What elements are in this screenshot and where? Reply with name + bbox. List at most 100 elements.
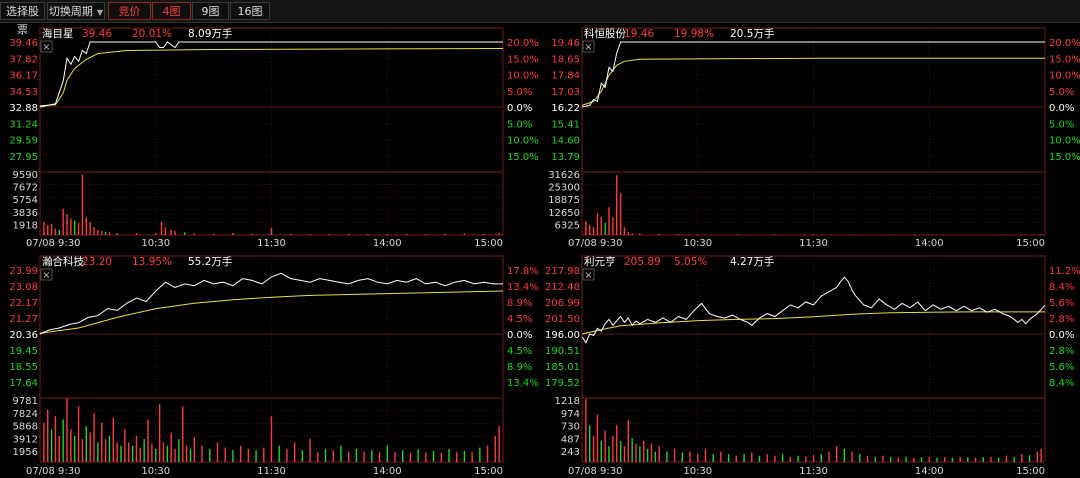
- time-tick-label: 11:30: [257, 466, 286, 477]
- stock-name: 瀚合科技: [42, 255, 84, 268]
- close-icon: ×: [584, 270, 592, 281]
- price-tick-label: 23.08: [9, 282, 38, 293]
- stock-panel-2: 19.46 18.65 17.84 17.03 16.22 15.41 14.60 13.79…: [548, 27, 1080, 249]
- switch-period-dropdown[interactable]: 切换周期 ▼: [47, 2, 105, 20]
- time-tick-label: 15:00: [474, 466, 503, 477]
- pct-tick-label: 11.2%: [1049, 266, 1080, 277]
- price-tick-label: 23.99: [9, 266, 38, 277]
- pct-tick-label: 4.5%: [507, 346, 532, 357]
- pct-tick-label: 15.0%: [1049, 152, 1080, 163]
- pct-tick-label: 8.4%: [1049, 282, 1074, 293]
- volume-tick-label: 3912: [13, 434, 38, 445]
- view-9-button[interactable]: 9图: [192, 2, 229, 20]
- stock-name: 科恒股份: [584, 27, 626, 40]
- close-icon: ×: [42, 42, 50, 53]
- volume-tick-label: 5754: [13, 195, 38, 206]
- close-icon: [40, 40, 53, 53]
- pct-tick-label: 15.0%: [507, 152, 539, 163]
- stock-panel-4: 217.98 212.48 206.99 201.50 196.00 190.51 185.…: [545, 255, 1080, 477]
- price-tick-label: 190.51: [545, 346, 580, 357]
- stock-price: 19.46: [624, 28, 654, 40]
- stock-panel-3: 23.99 23.08 22.17 21.27 20.36 19.45 18.55 17.64…: [9, 255, 538, 477]
- view-16-button[interactable]: 16图: [230, 2, 270, 20]
- pct-tick-label: 8.9%: [507, 362, 532, 373]
- auction-button[interactable]: 竞价: [108, 2, 151, 20]
- time-tick-label: 14:00: [373, 238, 402, 249]
- select-stock-button[interactable]: 选择股票: [0, 2, 45, 36]
- volume-tick-label: 7672: [13, 183, 38, 194]
- price-line: [39, 272, 503, 335]
- time-tick-label: 10:30: [141, 466, 170, 477]
- pct-tick-label: 10.0%: [507, 136, 539, 147]
- time-tick-label: 11:30: [799, 238, 828, 249]
- stock-volume: 4.27万手: [730, 255, 774, 268]
- volume-tick-label: 974: [561, 409, 580, 420]
- time-tick-label: 9:30: [600, 238, 622, 249]
- stock-change: 5.05%: [674, 256, 707, 268]
- price-tick-label: 16.22: [551, 103, 580, 114]
- stock-name: 海目星: [42, 27, 74, 40]
- volume-tick-label: 7824: [13, 409, 38, 420]
- average-price-line: [39, 48, 504, 107]
- stock-panel-1: 39.46 37.82 36.17 34.53 32.88 31.24 29.59 27.95…: [9, 27, 538, 249]
- pct-tick-label: 5.6%: [1049, 298, 1074, 309]
- volume-tick-label: 5868: [13, 422, 38, 433]
- close-icon: [40, 268, 53, 281]
- price-tick-label: 13.79: [551, 152, 580, 163]
- pct-tick-label: 8.9%: [507, 298, 532, 309]
- pct-tick-label: 5.0%: [507, 87, 532, 98]
- pct-tick-label: 10.0%: [507, 71, 539, 82]
- pct-tick-label: 20.0%: [1049, 38, 1080, 49]
- close-icon: ×: [42, 270, 50, 281]
- price-tick-label: 21.27: [9, 314, 38, 325]
- pct-tick-label: 10.0%: [1049, 136, 1080, 147]
- stock-volume: 20.5万手: [730, 27, 774, 40]
- pct-tick-label: 0.0%: [1049, 103, 1074, 114]
- price-tick-label: 212.48: [545, 282, 580, 293]
- volume-tick-label: 243: [561, 447, 580, 458]
- stock-volume: 8.09万手: [188, 27, 232, 40]
- pct-tick-label: 4.5%: [507, 314, 532, 325]
- time-tick-label: 11:30: [257, 238, 286, 249]
- time-tick-label: 11:30: [799, 466, 828, 477]
- pct-tick-label: 20.0%: [507, 38, 539, 49]
- volume-tick-label: 9781: [13, 396, 38, 407]
- time-tick-label: 10:30: [141, 238, 170, 249]
- price-tick-label: 18.55: [9, 362, 38, 373]
- volume-tick-label: 1218: [555, 396, 580, 407]
- price-tick-label: 179.52: [545, 378, 580, 389]
- price-tick-label: 32.88: [9, 103, 38, 114]
- time-tick-label: 10:30: [683, 238, 712, 249]
- price-tick-label: 206.99: [545, 298, 580, 309]
- pct-tick-label: 13.4%: [507, 282, 539, 293]
- pct-tick-label: 0.0%: [1049, 330, 1074, 341]
- volume-tick-label: 487: [561, 434, 580, 445]
- volume-tick-label: 1956: [13, 447, 38, 458]
- pct-tick-label: 5.0%: [1049, 87, 1074, 98]
- average-price-line: [39, 290, 504, 334]
- pct-tick-label: 15.0%: [507, 54, 539, 65]
- pct-tick-label: 13.4%: [507, 378, 539, 389]
- date-label: 07/08: [568, 238, 597, 249]
- panel-frame: [39, 27, 504, 236]
- price-tick-label: 217.98: [545, 266, 580, 277]
- view-4-button[interactable]: 4图: [152, 2, 191, 20]
- close-icon: [582, 268, 595, 281]
- pct-tick-label: 5.0%: [1049, 119, 1074, 130]
- pct-tick-label: 2.8%: [1049, 314, 1074, 325]
- price-tick-label: 36.17: [9, 71, 38, 82]
- time-tick-label: 15:00: [474, 238, 503, 249]
- pct-tick-label: 5.0%: [507, 119, 532, 130]
- price-tick-label: 34.53: [9, 87, 38, 98]
- pct-tick-label: 0.0%: [507, 103, 532, 114]
- pct-tick-label: 17.8%: [507, 266, 539, 277]
- pct-tick-label: 2.8%: [1049, 346, 1074, 357]
- price-line: [39, 41, 503, 108]
- close-icon: ×: [584, 42, 592, 53]
- price-tick-label: 31.24: [9, 119, 38, 130]
- time-tick-label: 10:30: [683, 466, 712, 477]
- price-tick-label: 17.84: [551, 71, 580, 82]
- volume-tick-label: 6325: [555, 220, 580, 231]
- stock-price: 205.89: [624, 256, 661, 268]
